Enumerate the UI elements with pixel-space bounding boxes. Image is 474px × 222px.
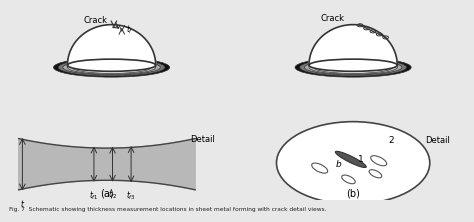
Text: Crack: Crack (83, 16, 107, 25)
Ellipse shape (67, 59, 155, 71)
Ellipse shape (295, 58, 411, 77)
Text: Detail: Detail (191, 135, 215, 144)
Text: Crack: Crack (320, 14, 344, 23)
Text: $t$: $t$ (20, 198, 25, 209)
Ellipse shape (309, 60, 397, 74)
Ellipse shape (335, 151, 366, 168)
Ellipse shape (54, 58, 170, 77)
Ellipse shape (309, 59, 397, 71)
Text: b: b (336, 160, 341, 169)
Text: Detail: Detail (425, 136, 450, 145)
Ellipse shape (314, 61, 392, 73)
Polygon shape (309, 25, 397, 65)
Text: 1: 1 (358, 155, 364, 164)
Ellipse shape (67, 60, 155, 74)
Ellipse shape (304, 60, 402, 75)
Polygon shape (67, 25, 155, 65)
Text: (b): (b) (346, 189, 360, 199)
Text: $t_{f2}$: $t_{f2}$ (108, 189, 118, 202)
Ellipse shape (63, 60, 160, 75)
Text: Fig. 7  Schematic showing thickness measurement locations in sheet metal forming: Fig. 7 Schematic showing thickness measu… (9, 207, 327, 212)
Ellipse shape (276, 122, 430, 204)
Polygon shape (18, 139, 195, 190)
Ellipse shape (300, 59, 407, 76)
Text: 2: 2 (388, 136, 394, 145)
Text: $t_f$: $t_f$ (126, 24, 133, 36)
Text: $t_{f1}$: $t_{f1}$ (89, 189, 99, 202)
Text: $t_{f3}$: $t_{f3}$ (126, 190, 136, 202)
Ellipse shape (72, 61, 151, 73)
Ellipse shape (58, 59, 165, 76)
Text: (a): (a) (100, 189, 114, 199)
